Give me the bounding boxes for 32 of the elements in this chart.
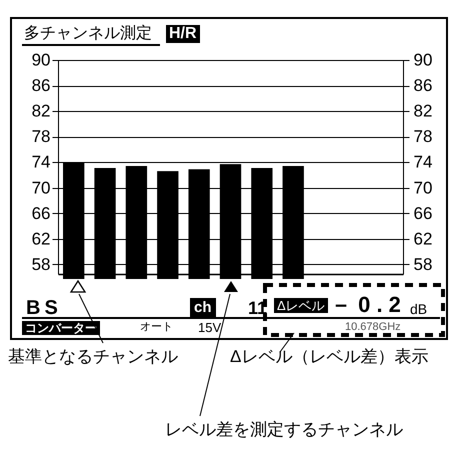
y2-tick-label: 86 <box>414 76 432 96</box>
y-tick-label: 70 <box>32 178 50 198</box>
y2-tick-label: 58 <box>414 254 432 274</box>
chart-title: 多チャンネル測定 <box>24 25 152 42</box>
y-tick-label: 66 <box>32 204 50 223</box>
text: 10.678GHz <box>345 321 401 333</box>
text: BS <box>26 297 62 319</box>
y2-tick-label: 62 <box>414 229 432 248</box>
text: 15V <box>198 320 222 335</box>
y2-tick-label: 70 <box>414 178 432 198</box>
text: － 0 . 2 <box>330 292 401 317</box>
text: Δレベル（レベル差）表示 <box>230 347 428 366</box>
y-tick-label: 90 <box>32 50 50 70</box>
y-tick-label: 82 <box>32 102 50 121</box>
text: 基準となるチャンネル <box>8 347 178 366</box>
y2-tick-label: 82 <box>414 102 432 121</box>
text: レベル差を測定するチャンネル <box>165 420 403 439</box>
text: コンバーター <box>22 321 100 335</box>
y-tick-label: 62 <box>32 229 50 248</box>
y2-tick-label: 90 <box>414 50 432 70</box>
text: ch <box>190 298 216 317</box>
y-tick-label: 86 <box>32 76 50 96</box>
text: H/R <box>166 25 200 43</box>
y2-tick-label: 66 <box>414 204 432 223</box>
y-tick-label: 58 <box>32 254 50 274</box>
y2-tick-label: 74 <box>414 152 432 172</box>
text: dB <box>410 301 428 317</box>
text: オート <box>140 321 173 333</box>
y2-tick-label: 78 <box>414 127 432 146</box>
y-tick-label: 74 <box>32 152 50 172</box>
text: Δレベル <box>274 298 328 313</box>
y-tick-label: 78 <box>32 127 50 146</box>
